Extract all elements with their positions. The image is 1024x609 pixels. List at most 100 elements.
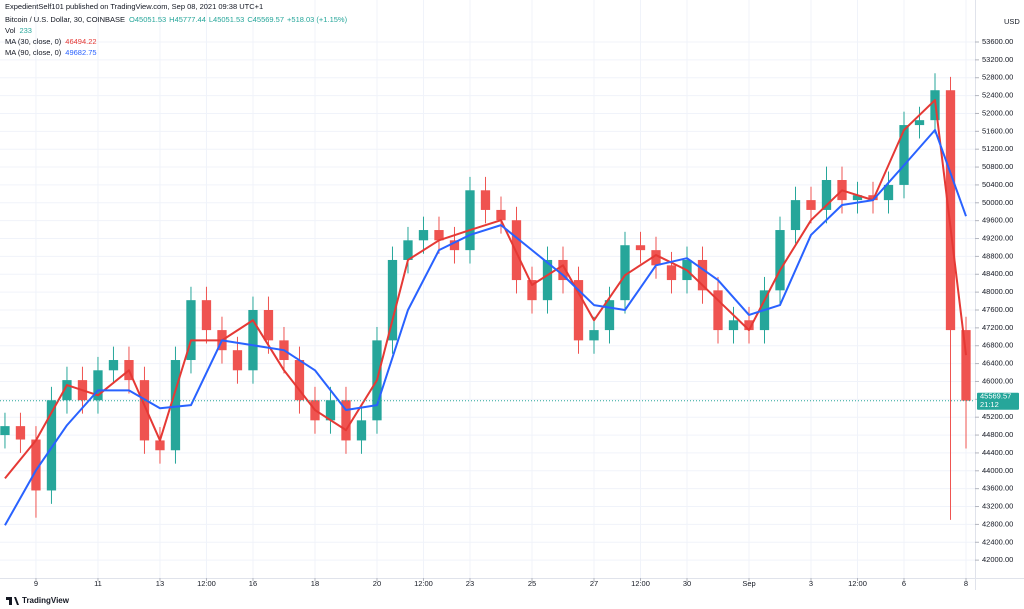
x-tick-label: 16 <box>249 579 257 588</box>
candle-body <box>651 250 661 266</box>
candle-body <box>914 120 925 126</box>
candle-body <box>558 259 568 281</box>
x-tick-label: Sep <box>742 579 755 588</box>
candle-body <box>170 360 181 451</box>
logo-icon <box>6 597 19 605</box>
y-tick-label: 43200.00 <box>982 502 1013 511</box>
ma-line <box>4 99 968 480</box>
candle-body <box>496 209 506 221</box>
footer-bar <box>0 591 1024 609</box>
candle-body <box>852 195 863 201</box>
candle-body <box>356 420 367 441</box>
candle-body <box>713 290 723 331</box>
candle-body <box>403 240 413 260</box>
y-tick-label: 52000.00 <box>982 108 1013 117</box>
y-tick-label: 46800.00 <box>982 341 1013 350</box>
y-tick-label: 49200.00 <box>982 234 1013 243</box>
volume-label: Vol <box>5 26 16 35</box>
candle-body <box>62 380 72 401</box>
candle-body <box>480 190 491 210</box>
y-tick-label: 44000.00 <box>982 466 1013 475</box>
candle-body <box>728 320 739 331</box>
candle-body <box>604 300 615 331</box>
candle-body <box>883 184 894 201</box>
candle-body <box>341 400 351 441</box>
y-tick-label: 53200.00 <box>982 55 1013 64</box>
candle-body <box>635 245 646 251</box>
y-tick-label: 49600.00 <box>982 216 1013 225</box>
y-tick-label: 50800.00 <box>982 162 1013 171</box>
y-tick-label: 44400.00 <box>982 448 1013 457</box>
y-tick-label: 44800.00 <box>982 430 1013 439</box>
x-tick-label: 12:00 <box>848 579 867 588</box>
candle-body <box>589 330 599 341</box>
x-tick-label: 25 <box>528 579 536 588</box>
candle-body <box>201 300 212 331</box>
last-price-label: 45569.57 <box>980 392 1011 401</box>
x-tick-label: 18 <box>311 579 319 588</box>
x-tick-label: 12:00 <box>414 579 433 588</box>
y-tick-label: 45200.00 <box>982 412 1013 421</box>
x-tick-label: 12:00 <box>197 579 216 588</box>
candle-body <box>542 259 553 301</box>
x-tick-label: 8 <box>964 579 968 588</box>
y-unit: USD <box>1004 17 1020 26</box>
legend-name: MA (90, close, 0) <box>5 48 62 57</box>
candle-body <box>961 330 971 401</box>
legend-value: 46494.22 <box>65 37 96 46</box>
candle-body <box>775 230 785 291</box>
volume-value: 233 <box>19 26 32 35</box>
candle-body <box>263 309 274 341</box>
candle-body <box>418 230 429 241</box>
y-tick-label: 42000.00 <box>982 555 1013 564</box>
candle-body <box>697 259 708 291</box>
legend-value: 49682.75 <box>65 48 96 57</box>
y-tick-label: 46000.00 <box>982 376 1013 385</box>
legend-name: MA (30, close, 0) <box>5 37 62 46</box>
y-tick-label: 43600.00 <box>982 484 1013 493</box>
candle-body <box>93 370 103 401</box>
candle-body <box>325 400 336 421</box>
y-tick-label: 50400.00 <box>982 180 1013 189</box>
y-tick-label: 48800.00 <box>982 251 1013 260</box>
y-tick-label: 42400.00 <box>982 537 1013 546</box>
candle-body <box>666 265 677 281</box>
candle-body <box>527 280 537 301</box>
quote-value: O45051.53 <box>129 15 166 24</box>
candle-body <box>945 90 956 331</box>
candle-body <box>15 426 26 440</box>
y-tick-label: 52400.00 <box>982 91 1013 100</box>
x-tick-label: 27 <box>590 579 598 588</box>
candle-body <box>46 400 57 491</box>
last-price-box <box>977 392 1019 410</box>
x-tick-label: 11 <box>94 579 102 588</box>
x-tick-label: 6 <box>902 579 906 588</box>
y-tick-label: 52800.00 <box>982 73 1013 82</box>
candle-body <box>511 220 522 281</box>
x-tick-label: 9 <box>34 579 38 588</box>
x-tick-label: 3 <box>809 579 813 588</box>
footer-brand: TradingView <box>22 596 70 605</box>
candle-body <box>186 300 196 361</box>
candle-body <box>294 360 305 401</box>
quote-value: C45569.57 <box>247 15 284 24</box>
y-tick-label: 51200.00 <box>982 144 1013 153</box>
y-tick-label: 47600.00 <box>982 305 1013 314</box>
candle-body <box>232 350 243 371</box>
y-tick-label: 51600.00 <box>982 126 1013 135</box>
grid <box>0 0 975 578</box>
x-tick-label: 13 <box>156 579 164 588</box>
quote-value: H45777.44 <box>169 15 206 24</box>
candle-body <box>465 190 475 251</box>
x-tick-label: 23 <box>466 579 474 588</box>
candle-body <box>573 280 584 341</box>
x-tick-label: 30 <box>683 579 691 588</box>
candle-body <box>0 426 10 436</box>
y-tick-label: 46400.00 <box>982 359 1013 368</box>
x-tick-label: 12:00 <box>631 579 650 588</box>
candle-body <box>899 125 909 185</box>
candle-body <box>744 320 754 331</box>
y-tick-label: 48400.00 <box>982 269 1013 278</box>
